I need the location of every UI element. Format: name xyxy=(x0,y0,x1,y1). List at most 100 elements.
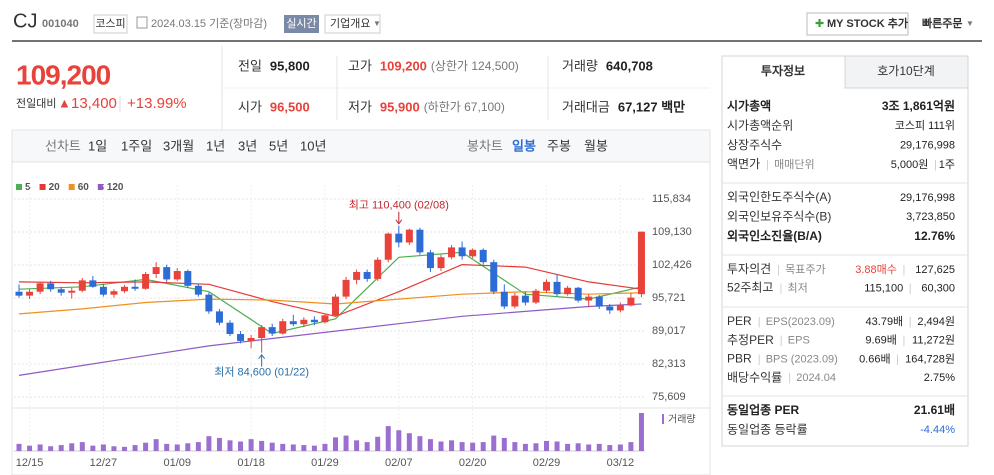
candle-body xyxy=(237,334,245,341)
volume-bar xyxy=(122,446,127,451)
value-separator: | xyxy=(896,353,899,365)
period-tab[interactable]: 5년 xyxy=(269,138,288,153)
period-tab[interactable]: 3년 xyxy=(238,138,257,153)
row-label: 상장주식수 xyxy=(727,138,782,152)
overview-button[interactable] xyxy=(324,14,381,34)
volume-bar xyxy=(238,441,244,451)
row-value: 코스피 111위 xyxy=(895,119,955,132)
candle-body xyxy=(458,247,466,257)
candle-period-tab[interactable]: 일봉 xyxy=(512,138,536,153)
row-value: 0.66배 xyxy=(859,352,891,365)
candle-body xyxy=(405,229,413,243)
candle-body xyxy=(247,337,255,341)
legend-label: 60 xyxy=(78,182,90,193)
volume-bar xyxy=(185,443,191,451)
legend-label: 20 xyxy=(49,182,61,193)
candle-body xyxy=(36,283,44,292)
volume-bar xyxy=(206,436,212,451)
annotation-label: 최고 110,400 (02/08) xyxy=(349,199,449,212)
volume-bar xyxy=(69,443,75,451)
row-label: 매매단위 xyxy=(774,158,814,171)
value-separator: | xyxy=(902,264,905,276)
period-tab[interactable]: 1주일 xyxy=(121,138,152,153)
row-label: 동일업종 등락률 xyxy=(727,422,808,436)
candle-body xyxy=(627,297,635,306)
mystock-button[interactable] xyxy=(806,12,909,36)
candle-body xyxy=(332,296,339,316)
row-value: 29,176,998 xyxy=(900,192,955,204)
candle-body xyxy=(374,259,382,279)
quick-order-label[interactable]: 빠른주문 xyxy=(922,16,962,30)
row-value2: 11,272원 xyxy=(912,334,955,347)
volume-bar xyxy=(586,444,592,451)
candle-body xyxy=(321,315,329,323)
candle-body xyxy=(131,286,139,289)
value-separator: | xyxy=(934,159,937,171)
period-tab[interactable]: 3개월 xyxy=(163,138,194,153)
volume-bar xyxy=(512,442,518,451)
calendar-icon xyxy=(136,16,148,29)
line-chart-label: 선차트 xyxy=(45,138,81,153)
candle-body xyxy=(637,231,645,295)
period-bar xyxy=(11,129,711,163)
row-label: PBR xyxy=(727,352,752,366)
candle-body xyxy=(142,273,150,289)
legend-swatch xyxy=(68,184,75,190)
label-separator: | xyxy=(780,335,783,347)
volume-bar xyxy=(607,445,613,451)
x-tick-label: 12/15 xyxy=(16,457,44,469)
row-value: 29,176,998 xyxy=(900,140,955,152)
candle-body xyxy=(268,327,276,334)
market-label: 코스피 xyxy=(95,17,125,30)
volume-bar xyxy=(311,445,317,451)
candle-body xyxy=(99,286,107,295)
value-separator: | xyxy=(909,282,912,294)
summary-note: (상한가 124,500) xyxy=(431,59,519,73)
period-tab[interactable]: 1일 xyxy=(88,138,107,153)
candle-body xyxy=(342,279,350,297)
tab[interactable]: 호가10단계 xyxy=(877,64,935,78)
period-tab[interactable]: 10년 xyxy=(300,138,326,153)
row-label: 추정PER xyxy=(727,333,774,347)
candle-body xyxy=(426,252,434,269)
volume-bar xyxy=(396,430,402,451)
candle-body xyxy=(553,281,561,295)
candle-body xyxy=(47,283,55,290)
volume-bar xyxy=(153,439,159,451)
plus-icon: ✚ xyxy=(815,18,824,30)
candle-body xyxy=(595,296,603,307)
candle-body xyxy=(121,286,128,292)
candle-body xyxy=(258,327,266,338)
row-label: PER xyxy=(727,314,752,328)
row-value2: 164,728원 xyxy=(905,352,955,365)
tab-active[interactable]: 투자정보 xyxy=(761,63,805,78)
summary-note: (하한가 67,100) xyxy=(424,100,505,114)
volume-bar xyxy=(280,443,286,451)
date-label: 2024.03.15 기준(장마감) xyxy=(151,17,267,30)
row-label: 액면가 xyxy=(727,157,760,171)
invest-panel xyxy=(721,55,969,447)
candle-period-tab[interactable]: 주봉 xyxy=(547,138,571,153)
candle-period-tab[interactable]: 월봉 xyxy=(584,138,608,153)
summary-grid: 전일 95,800 고가 109,200 (상한가 124,500) 거래량 640,708… xyxy=(238,58,685,114)
volume-bar xyxy=(259,440,265,451)
volume-bar xyxy=(301,445,307,451)
volume-bar xyxy=(16,443,22,451)
volume-bar xyxy=(100,444,106,451)
candle-body xyxy=(89,280,97,287)
volume-bar xyxy=(533,443,539,451)
candle-body xyxy=(511,295,519,307)
summary-value: 109,200 xyxy=(380,58,427,73)
realtime-badge[interactable] xyxy=(284,15,319,33)
volume-bar xyxy=(596,443,602,451)
volume-bar xyxy=(385,426,391,451)
candle-body xyxy=(310,319,318,323)
volume-bar xyxy=(143,442,149,451)
realtime-label: 실시간 xyxy=(286,17,316,30)
row-value: -4.44% xyxy=(920,424,955,436)
volume-bar xyxy=(269,442,275,451)
summary-value: 640,708 xyxy=(606,58,653,73)
period-tab[interactable]: 1년 xyxy=(206,138,225,153)
